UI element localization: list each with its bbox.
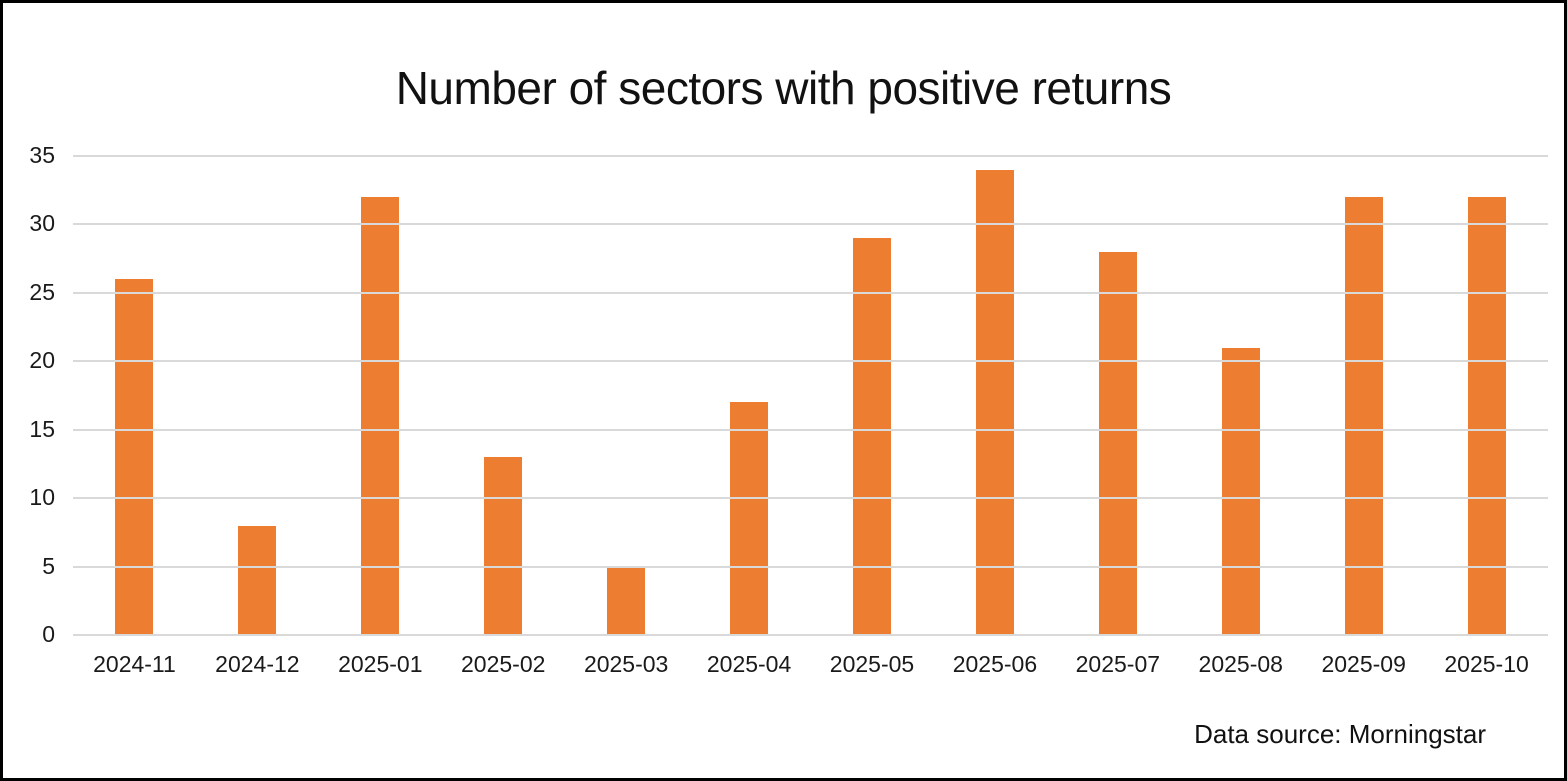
bars-row [73,156,1548,635]
y-tick-label: 10 [29,484,55,511]
bar [115,279,154,635]
x-axis-label: 2025-02 [461,651,546,677]
x-axis-label: 2025-04 [706,651,792,677]
bar-slot [811,156,934,635]
gridline [73,634,1548,636]
y-tick-label: 0 [42,621,55,647]
y-tick-label: 15 [29,415,55,442]
x-axis-label: 2025-08 [1198,651,1283,677]
gridline [73,497,1548,500]
bar-slot [688,156,811,635]
bar-slot [196,156,319,635]
y-tick-label: 20 [29,347,55,374]
y-tick-label: 30 [29,210,55,237]
y-tick-label: 35 [29,142,55,168]
x-axis-label: 2024-11 [93,651,176,677]
bar [1221,347,1260,635]
bar-slot [1056,156,1179,635]
data-source-note: Data source: Morningstar [1194,719,1486,749]
bar-slot [442,156,565,635]
x-axis-label: 2025-06 [952,651,1038,677]
gridline [73,291,1548,294]
bar [484,457,523,635]
y-tick-label: 5 [42,552,55,579]
bar [852,238,891,635]
x-axis-label: 2025-01 [338,651,423,677]
gridline [73,360,1548,363]
bar-slot [1179,156,1302,635]
bar [361,197,400,635]
x-axis-label: 2025-10 [1444,651,1529,677]
x-axis-label: 2025-09 [1321,651,1406,677]
chart-title: Number of sectors with positive returns [395,62,1172,114]
x-axis-label: 2025-07 [1075,651,1161,677]
y-tick-label: 25 [29,278,55,305]
bar-slot [73,156,196,635]
x-axis-label: 2025-03 [583,651,669,677]
x-axis-label: 2024-12 [215,651,300,677]
bar [1467,197,1506,635]
bar-slot [565,156,688,635]
y-axis: 0 5 10 15 20 25 30 35 [3,144,55,646]
bar [1098,251,1137,635]
gridline [73,223,1548,226]
bar-slot [1302,156,1425,635]
x-axis: 2024-11 2024-12 2025-01 2025-02 2025-03 2025-… [73,651,1548,678]
bar [1344,197,1383,635]
bar-slot [933,156,1056,635]
gridline [73,155,1548,157]
bar [730,402,769,635]
bar-slot [1425,156,1548,635]
bar-slot [319,156,442,635]
gridline [73,565,1548,568]
x-axis-label: 2025-05 [829,651,915,677]
bar [238,525,277,635]
bar [975,169,1014,635]
bar [607,566,646,635]
gridline [73,428,1548,431]
plot-area [73,155,1548,636]
